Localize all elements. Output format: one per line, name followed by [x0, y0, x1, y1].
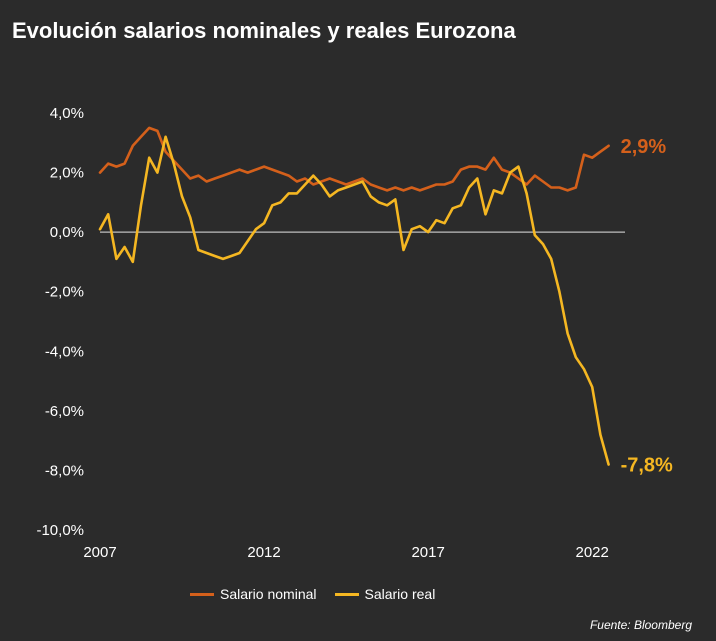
legend-swatch-real	[334, 592, 359, 596]
series-line-real	[98, 135, 610, 466]
end-label-nominal: 2,9%	[621, 136, 667, 158]
y-tick-label: -8,0%	[45, 462, 84, 479]
end-label-real: -7,8%	[621, 454, 673, 476]
y-tick-label: -6,0%	[45, 403, 84, 420]
y-tick-label: 4,0%	[50, 105, 84, 122]
legend-label-real: Salario real	[364, 586, 436, 602]
y-tick-label: -10,0%	[36, 522, 84, 539]
chart-title: Evolución salarios nominales y reales Eu…	[12, 18, 516, 43]
legend-label-nominal: Salario nominal	[220, 586, 317, 602]
x-tick-label: 2022	[576, 544, 609, 561]
series-group	[98, 126, 610, 466]
x-tick-label: 2007	[83, 544, 116, 561]
x-tick-label: 2012	[247, 544, 280, 561]
y-tick-label: 0,0%	[50, 224, 84, 241]
x-tick-label: 2017	[411, 544, 444, 561]
legend: Salario nominal Salario real	[190, 586, 453, 602]
legend-item-nominal[interactable]: Salario nominal	[190, 586, 317, 602]
source-note: Fuente: Bloomberg	[589, 618, 692, 632]
y-tick-label: 2,0%	[50, 165, 84, 182]
x-axis: 2007 2012 2017 2022	[83, 544, 609, 561]
legend-item-real[interactable]: Salario real	[334, 586, 436, 602]
y-axis: 4,0% 2,0% 0,0% -2,0% -4,0% -6,0% -8,0% -10,0%	[36, 105, 84, 539]
y-tick-label: -4,0%	[45, 343, 84, 360]
end-labels: 2,9% -7,8%	[621, 136, 673, 477]
series-line-nominal	[98, 126, 610, 192]
y-tick-label: -2,0%	[45, 284, 84, 301]
legend-swatch-nominal	[190, 592, 214, 596]
